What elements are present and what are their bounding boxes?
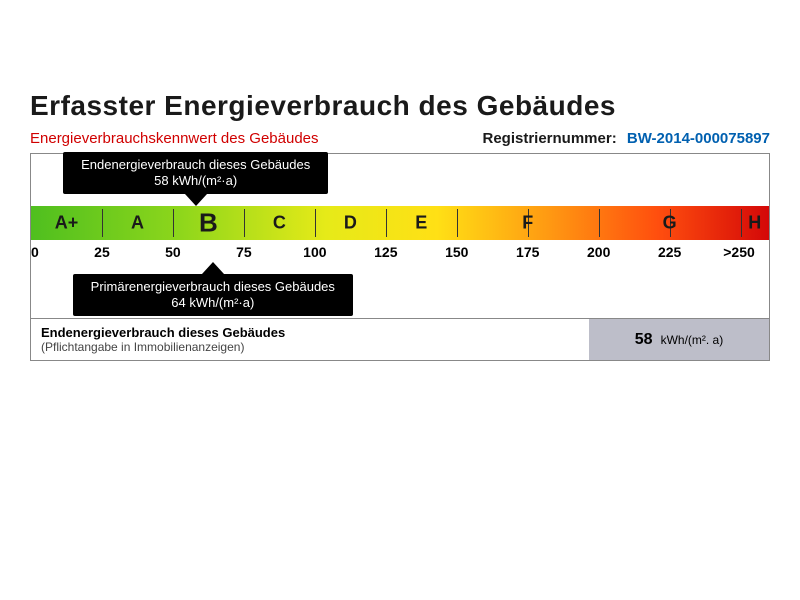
- scale-divider: [457, 209, 458, 237]
- tick-label: 175: [516, 244, 539, 260]
- class-letter: C: [273, 213, 286, 234]
- gradient-bar: A+ A B C D E F G H: [31, 206, 769, 240]
- callout-top-pointer-icon: [185, 194, 207, 206]
- tick-label: 75: [236, 244, 252, 260]
- class-letter: A+: [55, 213, 79, 234]
- summary-left: Endenergieverbrauch dieses Gebäudes (Pfl…: [31, 319, 589, 360]
- callout-primaerenergy: Primärenergieverbrauch dieses Gebäudes 6…: [73, 274, 353, 316]
- callout-bottom-line1: Primärenergieverbrauch dieses Gebäudes: [91, 279, 335, 294]
- subheader-right: Registriernummer: BW-2014-000075897: [482, 130, 770, 147]
- subheader-left: Energieverbrauchskennwert des Gebäudes: [30, 130, 319, 147]
- scale-divider: [244, 209, 245, 237]
- tick-label: 200: [587, 244, 610, 260]
- reg-value: BW-2014-000075897: [627, 130, 770, 147]
- scale-divider: [741, 209, 742, 237]
- scale-divider: [386, 209, 387, 237]
- tick-label: 100: [303, 244, 326, 260]
- callout-top-line2: 58 kWh/(m²·a): [81, 173, 310, 188]
- callout-top-line1: Endenergieverbrauch dieses Gebäudes: [81, 157, 310, 172]
- summary-value: 58: [635, 331, 653, 349]
- tick-label: 225: [658, 244, 681, 260]
- subheader-row: Energieverbrauchskennwert des Gebäudes R…: [30, 130, 770, 147]
- class-letter: H: [748, 213, 761, 234]
- reg-label: Registriernummer:: [482, 130, 616, 147]
- tick-label: >250: [723, 244, 755, 260]
- page-title: Erfasster Energieverbrauch des Gebäudes: [30, 90, 770, 122]
- class-letter: A: [131, 213, 144, 234]
- tick-row: 0 25 50 75 100 125 150 175 200 225 >250: [31, 240, 769, 262]
- scale-divider: [173, 209, 174, 237]
- class-letter: E: [415, 213, 427, 234]
- summary-unit: kWh/(m². a): [661, 333, 724, 347]
- summary-line1: Endenergieverbrauch dieses Gebäudes: [41, 325, 579, 340]
- summary-row: Endenergieverbrauch dieses Gebäudes (Pfl…: [30, 319, 770, 361]
- summary-right: 58 kWh/(m². a): [589, 319, 769, 360]
- energy-scale: Endenergieverbrauch dieses Gebäudes 58 k…: [30, 153, 770, 319]
- scale-divider: [599, 209, 600, 237]
- callout-bottom-pointer-icon: [202, 262, 224, 274]
- callout-endenergy: Endenergieverbrauch dieses Gebäudes 58 k…: [63, 152, 328, 194]
- tick-label: 25: [94, 244, 110, 260]
- scale-divider: [315, 209, 316, 237]
- scale-divider: [102, 209, 103, 237]
- tick-label: 50: [165, 244, 181, 260]
- tick-label: 0: [31, 244, 39, 260]
- class-letter: D: [344, 213, 357, 234]
- tick-label: 150: [445, 244, 468, 260]
- class-letter: B: [199, 208, 218, 239]
- tick-label: 125: [374, 244, 397, 260]
- class-letter: G: [663, 213, 677, 234]
- callout-bottom-line2: 64 kWh/(m²·a): [91, 295, 335, 310]
- class-letter: F: [522, 213, 533, 234]
- summary-line2: (Pflichtangabe in Immobilienanzeigen): [41, 340, 579, 354]
